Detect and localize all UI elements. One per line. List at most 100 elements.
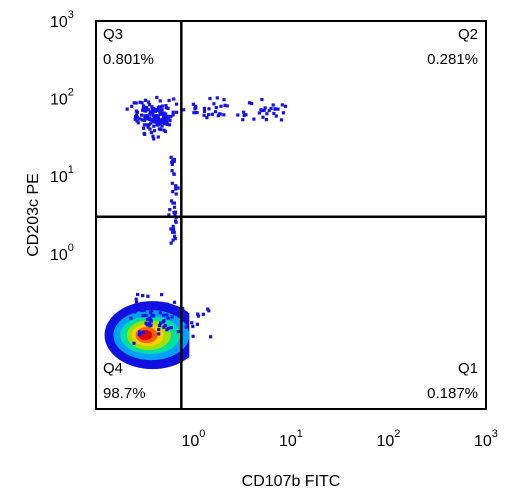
event-point — [267, 108, 271, 113]
event-point — [151, 114, 155, 118]
event-point — [144, 321, 148, 325]
event-point — [134, 297, 138, 301]
event-point — [149, 131, 153, 135]
event-point — [132, 101, 136, 105]
event-point — [160, 124, 164, 128]
event-point — [148, 112, 152, 116]
event-point — [150, 118, 154, 122]
event-point — [192, 111, 196, 115]
event-point — [141, 306, 146, 310]
event-point — [143, 106, 147, 111]
event-point — [191, 324, 195, 329]
event-point — [176, 186, 180, 190]
event-point — [190, 321, 194, 325]
event-point — [149, 305, 153, 309]
event-point — [146, 108, 150, 112]
event-point — [214, 106, 218, 110]
event-point — [169, 155, 173, 159]
event-point — [260, 97, 264, 102]
event-point — [146, 100, 150, 104]
event-point — [145, 317, 150, 321]
event-point — [167, 98, 171, 103]
quadrant-percent: 0.281% — [427, 51, 478, 68]
event-point — [222, 113, 226, 117]
x-tick-label: 102 — [377, 428, 401, 450]
y-tick-label: 103 — [50, 9, 74, 31]
event-point — [142, 104, 146, 108]
event-point — [159, 304, 163, 308]
event-point — [168, 208, 172, 212]
event-point — [281, 111, 285, 115]
events-layer — [125, 95, 288, 345]
quadrant-name: Q3 — [103, 26, 123, 43]
event-point — [165, 313, 169, 317]
event-point — [149, 121, 153, 125]
event-point — [129, 316, 133, 320]
event-point — [152, 314, 156, 318]
event-point — [242, 113, 246, 117]
event-point — [146, 125, 150, 129]
event-point — [141, 314, 145, 318]
event-point — [195, 111, 199, 115]
event-point — [158, 107, 162, 111]
event-point — [148, 311, 153, 315]
event-point — [134, 115, 138, 119]
event-point — [202, 113, 206, 117]
event-point — [151, 110, 155, 115]
event-point — [170, 181, 174, 185]
event-point — [172, 230, 176, 234]
event-point — [191, 334, 195, 338]
event-point — [236, 113, 240, 117]
event-point — [142, 118, 147, 122]
event-point — [165, 302, 169, 306]
event-point — [171, 113, 175, 117]
event-point — [241, 118, 245, 122]
event-point — [181, 311, 185, 315]
event-point — [171, 227, 176, 231]
event-point — [262, 108, 266, 112]
event-point — [276, 107, 280, 111]
event-point — [139, 305, 143, 309]
event-point — [174, 192, 178, 196]
quadrant-labels: Q3 0.801% Q2 0.281% Q4 98.7% Q1 0.187% — [103, 26, 478, 402]
event-point — [260, 109, 264, 113]
event-point — [206, 307, 210, 311]
event-point — [152, 108, 156, 112]
event-point — [154, 114, 158, 118]
event-point — [129, 308, 133, 312]
event-point — [171, 238, 175, 242]
event-point — [165, 122, 169, 126]
event-point — [148, 116, 152, 120]
event-point — [161, 313, 166, 317]
event-point — [166, 316, 170, 320]
event-point — [280, 103, 284, 107]
event-point — [172, 172, 176, 176]
event-point — [247, 101, 252, 105]
event-point — [138, 100, 142, 104]
event-point — [138, 117, 142, 121]
event-point — [272, 111, 276, 116]
event-point — [158, 311, 162, 315]
event-point — [156, 135, 160, 139]
event-point — [166, 106, 170, 110]
event-point — [141, 330, 145, 334]
event-point — [157, 327, 161, 332]
event-point — [205, 116, 209, 120]
event-point — [150, 105, 154, 109]
event-point — [172, 97, 176, 101]
event-point — [140, 113, 144, 117]
event-point — [164, 112, 168, 116]
plot-frame — [95, 20, 487, 410]
event-point — [135, 300, 139, 304]
event-point — [143, 114, 148, 118]
event-point — [136, 121, 140, 125]
event-point — [159, 112, 163, 116]
event-point — [173, 310, 178, 314]
event-point — [146, 294, 150, 298]
event-point — [158, 118, 162, 122]
event-point — [173, 234, 177, 238]
x-tick-label: 103 — [474, 428, 498, 450]
event-point — [160, 104, 164, 108]
event-point — [173, 237, 177, 241]
event-point — [218, 112, 222, 116]
